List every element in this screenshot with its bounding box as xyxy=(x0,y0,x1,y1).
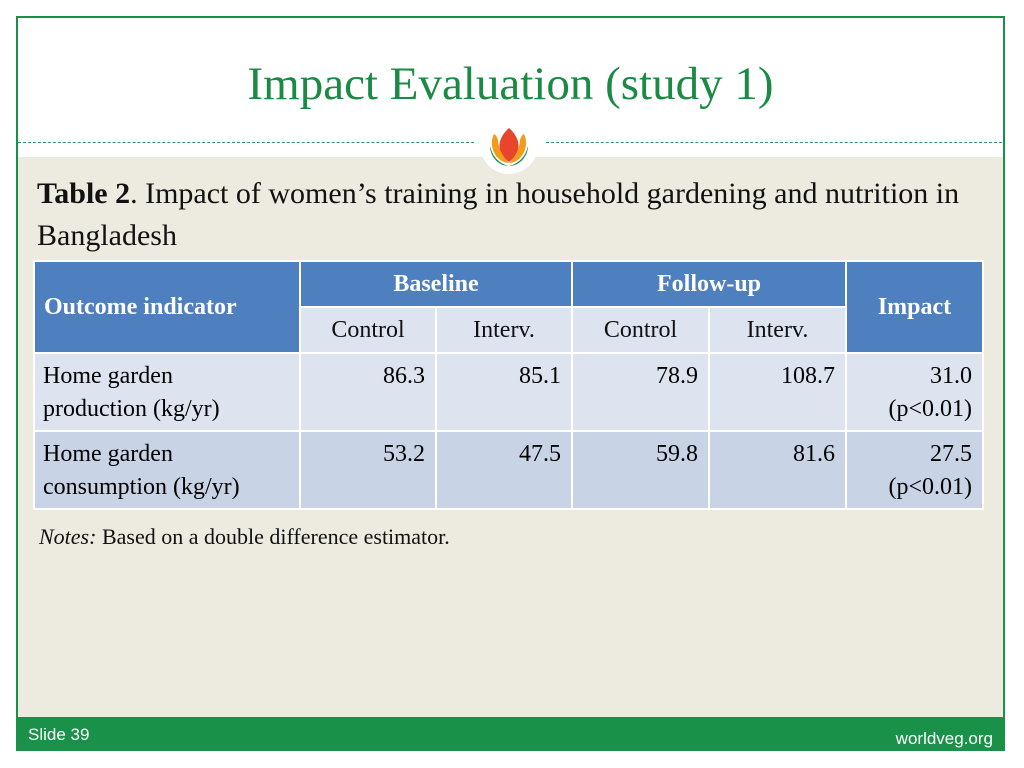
slide-title: Impact Evaluation (study 1) xyxy=(247,58,774,110)
impact-header: Impact xyxy=(845,260,985,354)
impact-p-value: (p<0.01) xyxy=(888,396,973,422)
baseline-interv-header: Interv. xyxy=(435,306,573,354)
outcome-indicator-header: Outcome indicator xyxy=(33,260,301,354)
row-label-line2: production (kg/yr) xyxy=(43,396,220,422)
impact-cell: 27.5 (p<0.01) xyxy=(845,430,985,510)
impact-value: 27.5 xyxy=(930,441,973,467)
title-divider-right xyxy=(546,142,1003,143)
baseline-control-cell: 86.3 xyxy=(299,352,437,432)
row-label: Home garden consumption (kg/yr) xyxy=(33,430,301,510)
notes-text: Based on a double difference estimator. xyxy=(96,524,450,549)
row-label-line1: Home garden xyxy=(43,441,173,467)
followup-control-cell: 78.9 xyxy=(571,352,710,432)
followup-interv-header: Interv. xyxy=(707,306,848,354)
baseline-interv-cell: 47.5 xyxy=(435,430,573,510)
website-label: worldveg.org xyxy=(895,729,993,748)
footer-bar: Slide 39 worldveg.org xyxy=(18,717,1003,749)
followup-interv-cell: 108.7 xyxy=(707,352,848,432)
baseline-interv-cell: 85.1 xyxy=(435,352,573,432)
table-row: Home garden production (kg/yr) 86.3 85.1 … xyxy=(33,352,985,432)
table-caption: Table 2. Impact of women’s training in h… xyxy=(37,173,977,257)
baseline-control-cell: 53.2 xyxy=(299,430,437,510)
row-label-line1: Home garden xyxy=(43,363,173,389)
table-subheader-row: Control Interv. Control Interv. xyxy=(34,306,983,354)
table-header-row: Outcome indicator Baseline Follow-up Imp… xyxy=(33,260,985,354)
followup-header: Follow-up xyxy=(570,260,848,308)
notes-label: Notes: xyxy=(39,524,97,549)
row-label: Home garden production (kg/yr) xyxy=(33,352,301,432)
followup-control-header: Control xyxy=(571,306,710,354)
table-caption-text: . Impact of women’s training in househol… xyxy=(37,177,960,252)
impact-cell: 31.0 (p<0.01) xyxy=(845,352,985,432)
row-label-line2: consumption (kg/yr) xyxy=(43,474,240,500)
followup-interv-cell: 81.6 xyxy=(707,430,848,510)
impact-p-value: (p<0.01) xyxy=(888,474,973,500)
followup-control-cell: 59.8 xyxy=(571,430,710,510)
worldveg-logo-icon xyxy=(480,116,538,174)
title-divider-left xyxy=(18,142,474,143)
slide-frame: Impact Evaluation (study 1) Table 2. Imp… xyxy=(16,16,1005,751)
table-notes: Notes: Based on a double difference esti… xyxy=(39,524,450,550)
baseline-control-header: Control xyxy=(299,306,437,354)
slide-number: Slide 39 xyxy=(28,725,90,744)
baseline-header: Baseline xyxy=(299,260,573,308)
table-row: Home garden consumption (kg/yr) 53.2 47.5… xyxy=(33,430,985,510)
impact-value: 31.0 xyxy=(930,363,973,389)
impact-table: Outcome indicator Baseline Follow-up Imp… xyxy=(33,260,985,510)
table-caption-label: Table 2 xyxy=(37,177,131,210)
